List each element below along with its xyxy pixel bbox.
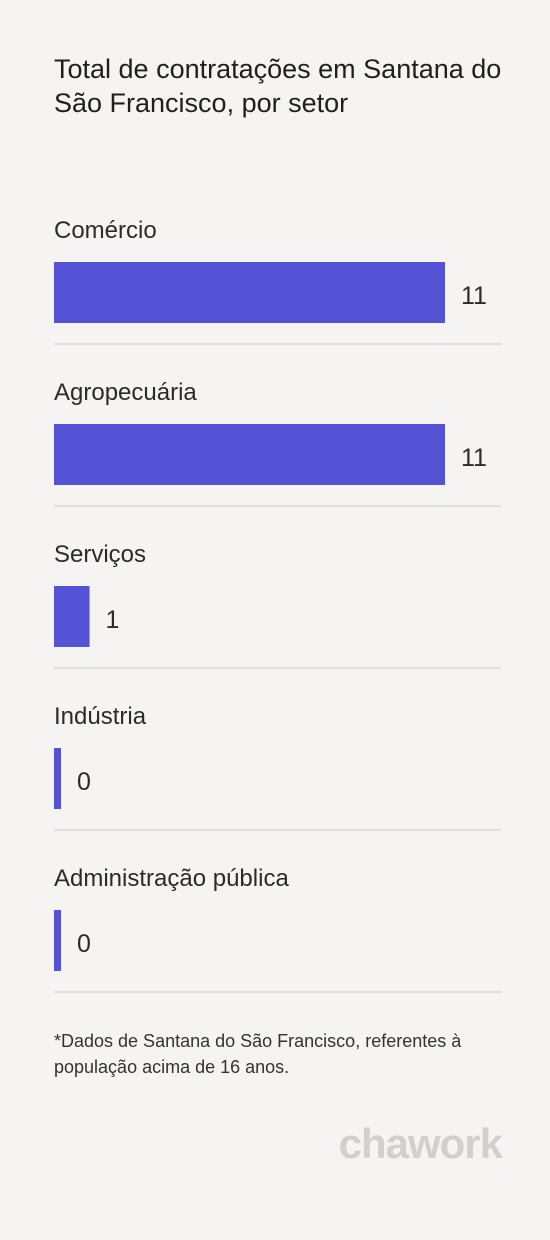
category-label: Serviços [54, 541, 146, 568]
bar [54, 424, 445, 485]
value-label: 0 [77, 768, 91, 796]
chart-title: Total de contratações em Santana do São … [54, 54, 502, 118]
category-label: Comércio [54, 217, 157, 244]
category-label: Administração pública [54, 865, 289, 892]
category-label: Agropecuária [54, 379, 197, 406]
category-label: Indústria [54, 703, 147, 730]
bar [54, 262, 445, 323]
bar [54, 910, 61, 971]
value-label: 1 [106, 606, 120, 634]
bar [54, 586, 90, 647]
value-label: 11 [461, 282, 487, 310]
footnote: *Dados de Santana do São Francisco, refe… [54, 1031, 462, 1077]
bar [54, 748, 61, 809]
brand-logo: chawork [338, 1120, 503, 1167]
value-label: 0 [77, 930, 91, 958]
value-label: 11 [461, 444, 487, 472]
